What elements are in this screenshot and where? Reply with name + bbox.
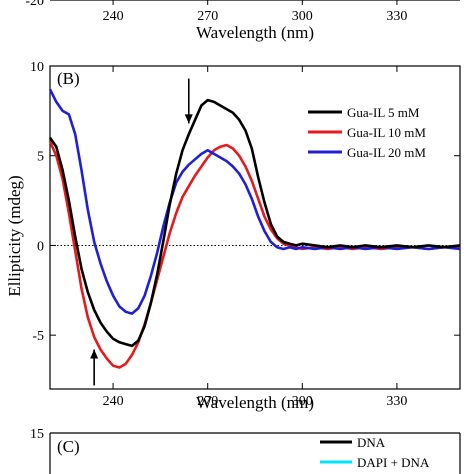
- panel-a-x-tick-label: 300: [292, 9, 313, 24]
- panel-a-x-tick-label: 240: [103, 9, 124, 24]
- panel-b-y-tick-label: 5: [37, 150, 44, 165]
- panel-c-legend: DNA DAPI + DNA: [320, 435, 430, 470]
- panel-a-x-tick-label: 330: [386, 9, 407, 24]
- panel-a-x-tick-label: 270: [197, 9, 218, 24]
- panel-b-y-axis-title: Ellipticity (mdeg): [5, 175, 24, 296]
- panel-b-y-tick-label: -5: [32, 329, 44, 344]
- panel-b-frame: [49, 65, 461, 390]
- panel-b-y-tick-label: 0: [37, 239, 44, 254]
- panel-c-y-tick-label: 15: [30, 427, 44, 442]
- panel-c-label: (C): [57, 437, 80, 456]
- series-line-gua-il-20-mm: [48, 88, 461, 315]
- series-line-gua-il-10-mm: [48, 140, 460, 369]
- panel-b-x-tick-label: 330: [386, 394, 407, 409]
- panel-b-x-ticks: 240 270 300 330: [103, 66, 407, 409]
- panel-a-x-axis-title: Wavelength (nm): [196, 23, 314, 42]
- legend-label: Gua-IL 20 mM: [347, 145, 426, 160]
- panel-b-arrows: [90, 78, 193, 386]
- legend-label: DAPI + DNA: [357, 455, 430, 470]
- panel-b-x-tick-label: 300: [292, 394, 313, 409]
- arrow-head: [184, 114, 193, 124]
- panel-b-series: [48, 88, 461, 369]
- panel-a-x-ticks: 240 270 300 330: [103, 0, 407, 24]
- panel-a-y-tick-label: -20: [25, 0, 44, 9]
- panel-b-label: (B): [57, 69, 80, 88]
- panel-c: 15 (C) DNA DAPI + DNA: [30, 427, 461, 474]
- series-line-gua-il-5-mm: [48, 98, 461, 348]
- legend-label: DNA: [357, 435, 386, 450]
- panel-b-y-ticks: -5 0 5 10: [30, 60, 460, 344]
- panel-b-y-tick-label: 10: [30, 60, 44, 75]
- legend-label: Gua-IL 10 mM: [347, 125, 426, 140]
- panel-b-x-axis-title: Wavelength (nm): [196, 393, 314, 412]
- legend-label: Gua-IL 5 mM: [347, 105, 420, 120]
- arrow-head: [90, 349, 99, 359]
- panel-a: -20 240 270 300 330 Wavelength (nm): [25, 0, 460, 42]
- panel-b-x-tick-label: 240: [103, 394, 124, 409]
- panel-b-x-tick-label: 270: [197, 394, 218, 409]
- panel-b-legend: Gua-IL 5 mM Gua-IL 10 mM Gua-IL 20 mM: [308, 105, 426, 160]
